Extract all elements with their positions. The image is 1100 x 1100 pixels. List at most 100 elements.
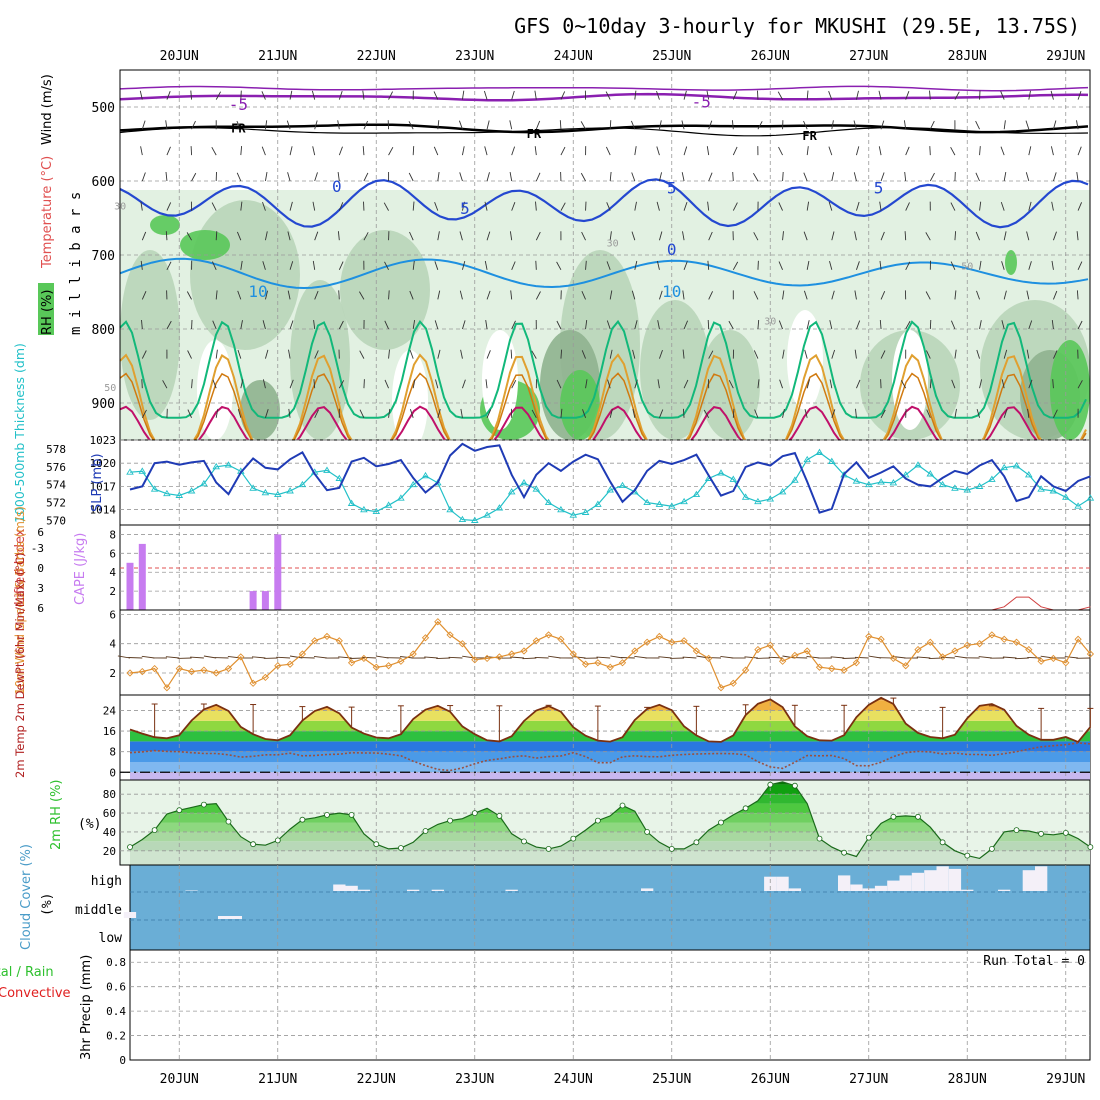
upper-wind-barb	[853, 120, 857, 130]
thickness-point	[360, 505, 368, 513]
upper-wind-barb	[409, 290, 414, 300]
thickness-tick: 578	[46, 443, 66, 456]
upper-wind-barb	[856, 146, 860, 156]
upper-wind-barb	[462, 379, 466, 389]
wind-speed-point	[1000, 635, 1008, 643]
upper-wind-barb	[191, 120, 196, 130]
thickness-point	[951, 484, 959, 491]
thickness-point	[175, 491, 184, 498]
rh-point	[127, 844, 133, 850]
upper-wind-barb	[1001, 379, 1005, 389]
upper-wind-barb	[656, 260, 660, 270]
upper-wind-barb	[460, 349, 463, 359]
wind-speed-point	[803, 647, 811, 655]
upper-wind-barb	[1050, 90, 1054, 100]
upper-wind-barb	[708, 291, 714, 300]
contour-label: 30	[607, 239, 619, 250]
upper-wind-barb	[632, 408, 636, 418]
rh-point	[570, 835, 577, 842]
upper-wind-barb	[486, 120, 490, 130]
slp-label: SLP (mb)	[90, 453, 105, 512]
upper-wind-barb	[1053, 172, 1057, 182]
slp-tick: 1017	[90, 480, 117, 493]
upper-wind-barb	[384, 320, 389, 330]
upper-wind-barb	[1026, 349, 1030, 359]
wind-barb	[854, 656, 869, 659]
rh-point	[422, 828, 429, 834]
upper-wind-barb	[1053, 290, 1058, 300]
upper-wind-barb	[1028, 201, 1032, 211]
upper-wind-barb	[732, 202, 738, 211]
wind-barb	[424, 656, 438, 659]
wind-speed-point	[569, 650, 577, 658]
cloud-high-bar	[998, 889, 1011, 891]
upper-wind-barb	[215, 91, 221, 100]
upper-wind-barb	[1001, 261, 1005, 270]
upper-wind-barb	[1001, 320, 1005, 330]
wind-barb	[954, 655, 968, 659]
thickness-point	[680, 497, 688, 505]
upper-wind-barb	[656, 90, 660, 100]
upper-wind-barb	[412, 146, 415, 156]
thickness-point	[446, 505, 454, 513]
cloud-panel: high middle low (%) Cloud Cover (%)	[19, 844, 1091, 951]
wind-speed-point	[138, 667, 146, 676]
wind-speed-point	[1037, 657, 1045, 665]
cloud-high-bar	[641, 888, 654, 891]
thickness-point	[988, 475, 996, 482]
wind-speed-path	[129, 620, 1091, 689]
pressure-tick: 900	[92, 397, 115, 412]
cloud-middle-bar	[123, 912, 137, 918]
upper-wind-barb	[560, 349, 563, 359]
wind-tick: 4	[109, 638, 116, 651]
upper-wind-barb	[732, 261, 739, 271]
rh-point	[299, 816, 306, 823]
upper-wind-barb	[288, 408, 291, 418]
rh-point	[397, 845, 404, 851]
rh-point	[693, 839, 700, 846]
rh-gap	[787, 310, 823, 410]
top-date-label: 26JUN	[751, 49, 790, 64]
upper-wind-barb	[484, 201, 488, 211]
wind-speed-point	[902, 662, 910, 670]
cloud-high-bar	[899, 875, 912, 891]
upper-wind-barb	[1003, 409, 1008, 418]
upper-wind-barb	[511, 146, 516, 156]
upper-wind-barb	[929, 90, 931, 100]
thickness-point	[828, 457, 836, 464]
upper-wind-barb	[1026, 231, 1030, 241]
upper-wind-barb	[141, 379, 143, 389]
upper-wind-barb	[609, 290, 613, 300]
upper-wind-barb	[462, 260, 466, 270]
upper-wind-barb	[682, 290, 685, 300]
thickness-point	[150, 485, 159, 492]
rh-line	[127, 781, 1094, 860]
cloud-high-bar	[936, 866, 949, 891]
wind-barb	[1002, 656, 1017, 659]
upper-wind-barb	[509, 120, 513, 130]
upper-wind-barb	[657, 320, 660, 330]
wind-speed-point	[643, 638, 651, 646]
upper-wind-barb	[854, 231, 857, 241]
contour-label: -5	[692, 93, 711, 112]
top-date-axis: 20JUN 21JUN 22JUN 23JUN 24JUN 25JUN 26JUN 27JUN…	[160, 49, 1086, 64]
upper-wind-barb	[831, 120, 834, 130]
slp-tick: 1023	[90, 434, 117, 447]
temp-line	[129, 696, 1092, 743]
thickness-point	[495, 504, 504, 511]
upper-wind-barb	[486, 231, 491, 241]
wind-speed-point	[483, 654, 491, 663]
cloud-high-bar	[887, 880, 900, 891]
rh-point	[324, 812, 330, 818]
upper-wind-barb	[634, 146, 637, 156]
slp-line	[129, 442, 1091, 514]
upper-wind-barb	[779, 379, 783, 389]
wind-barb	[916, 656, 931, 659]
upper-wind-barb	[778, 261, 783, 270]
contour-label: 5	[874, 178, 884, 197]
contour-label: FR	[527, 127, 542, 141]
bottom-date-label: 22JUN	[357, 1072, 396, 1087]
rh-band	[130, 813, 1090, 823]
rh-point	[939, 839, 946, 846]
upper-wind-barb	[854, 349, 857, 359]
